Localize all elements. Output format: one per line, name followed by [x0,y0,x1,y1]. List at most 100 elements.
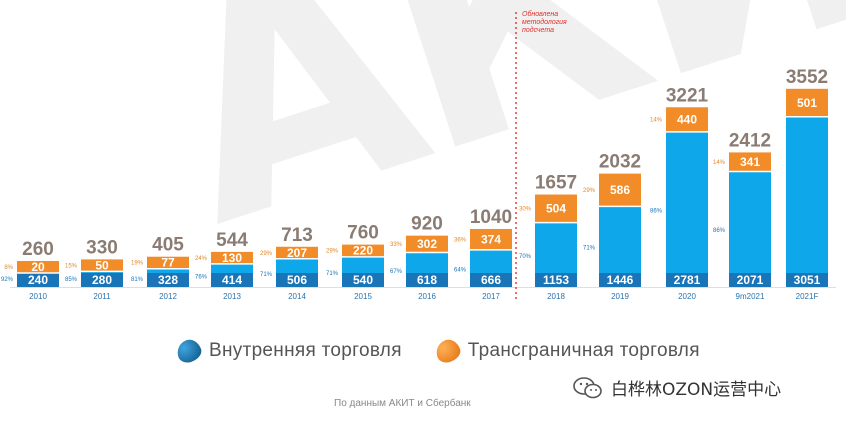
bar-domestic-base-2010 [17,273,59,287]
share-label-domestic-9m2021: 86% [713,228,726,234]
annotation-line-2: методология [522,18,567,26]
bar-cross-border-2013 [211,251,253,264]
share-label-domestic-2011: 85% [65,277,78,283]
chart-legend: Внутренняя торговля Трансграничная торго… [173,336,700,366]
share-label-domestic-2013: 76% [195,274,208,280]
bar-domestic-2020 [666,131,708,287]
total-label-2012: 405 [152,235,184,256]
brand-watermark: 白桦林OZON运营中心 [573,375,781,400]
annotation-line-1: Обновлена [522,10,558,18]
data-label-domestic-2015: 540 [353,273,373,287]
data-label-cross-border-2020: 440 [677,113,697,127]
share-label-domestic-2017: 64% [454,267,467,273]
bar-domestic-base-2021F [786,273,828,287]
bar-domestic-base-2013 [211,273,253,287]
legend-item-domestic: Внутренняя торговля [173,336,402,366]
total-label-2019: 2032 [599,152,641,173]
bar-domestic-base-2017 [470,273,512,287]
share-label-cross-border-2018: 30% [519,207,532,213]
data-label-domestic-2018: 1153 [543,273,569,287]
data-label-cross-border-2010: 20 [31,260,45,274]
data-label-cross-border-2016: 302 [417,237,437,251]
data-label-domestic-2019: 1446 [607,273,634,287]
total-label-9m2021: 2412 [729,130,771,151]
legend-label-domestic: Внутренняя торговля [209,340,402,361]
domestic-swatch-icon [173,336,205,366]
data-label-domestic-2012: 328 [158,273,178,287]
brand-text: 白桦林OZON运营中心 [611,380,782,400]
annotation-line-3: подсчета [522,26,554,34]
share-label-domestic-2012: 81% [131,277,144,283]
category-label-2010: 2010 [29,292,47,301]
share-label-domestic-2016: 67% [390,269,403,275]
bar-domestic-base-2011 [81,273,123,287]
share-label-cross-border-2016: 33% [390,242,403,248]
share-label-cross-border-2014: 29% [260,251,273,257]
bar-cross-border-2019 [599,173,641,207]
share-label-domestic-2020: 86% [650,208,663,214]
bar-domestic-base-9m2021 [729,273,771,287]
share-label-domestic-2018: 70% [519,254,532,260]
category-label-2017: 2017 [482,292,500,301]
total-label-2010: 260 [22,239,54,260]
share-label-domestic-2010: 92% [1,277,14,283]
total-label-2021F: 3552 [786,67,828,88]
bar-cross-border-2020 [666,107,708,132]
bar-cross-border-9m2021 [729,152,771,172]
data-label-cross-border-2015: 220 [353,244,373,258]
source-note: По данным АКИТ и Сбербанк [334,398,471,409]
bar-domestic-base-2019 [599,273,641,287]
total-label-2018: 1657 [535,173,577,194]
bar-cross-border-2015 [342,244,384,257]
category-label-2021F: 2021F [796,292,819,301]
share-label-cross-border-2020: 14% [650,118,663,124]
data-label-cross-border-2018: 504 [546,202,566,216]
bar-cross-border-2011 [81,259,123,272]
data-label-cross-border-2011: 50 [95,258,109,272]
bar-cross-border-2018 [535,194,577,223]
bar-domestic-base-2018 [535,273,577,287]
data-label-cross-border-2014: 207 [287,246,307,260]
category-label-2012: 2012 [159,292,177,301]
bar-cross-border-2021F [786,88,828,117]
share-label-domestic-2015: 71% [326,271,339,277]
category-label-2020: 2020 [678,292,696,301]
bar-domestic-base-2014 [276,273,318,287]
total-label-2011: 330 [86,237,118,258]
share-label-cross-border-2013: 24% [195,256,208,262]
bar-domestic-2021F [786,116,828,287]
share-label-cross-border-2012: 19% [131,261,144,267]
data-label-domestic-2010: 240 [28,273,48,287]
category-label-2019: 2019 [611,292,629,301]
data-label-domestic-2011: 280 [92,273,112,287]
share-label-cross-border-2019: 29% [583,188,596,194]
share-label-cross-border-2010: 8% [4,265,13,271]
bar-domestic-base-2015 [342,273,384,287]
bar-cross-border-2014 [276,246,318,259]
bar-domestic-base-2016 [406,273,448,287]
data-label-cross-border-2012: 77 [161,256,175,270]
category-label-2013: 2013 [223,292,241,301]
total-label-2020: 3221 [666,85,709,106]
legend-item-cross-border: Трансграничная торговля [432,336,700,366]
total-label-2015: 760 [347,223,379,244]
bar-cross-border-2012 [147,256,189,269]
share-label-cross-border-2017: 36% [454,237,467,243]
data-label-cross-border-2013: 130 [222,251,242,265]
wechat-icon [573,376,602,398]
total-label-2014: 713 [281,225,313,246]
data-label-domestic-9m2021: 2071 [737,273,764,287]
share-label-cross-border-2011: 15% [65,263,78,269]
data-label-cross-border-2017: 374 [481,232,501,246]
bar-cross-border-2016 [406,235,448,253]
data-label-cross-border-2019: 586 [610,183,630,197]
data-label-domestic-2014: 506 [287,273,307,287]
legend-label-cross-border: Трансграничная торговля [467,340,700,361]
category-label-2014: 2014 [288,292,306,301]
data-label-domestic-2013: 414 [222,273,242,287]
category-label-2018: 2018 [547,292,565,301]
bar-domestic-base-2020 [666,273,708,287]
share-label-cross-border-2015: 29% [326,249,339,255]
category-label-2016: 2016 [418,292,436,301]
bar-cross-border-2010 [17,261,59,273]
